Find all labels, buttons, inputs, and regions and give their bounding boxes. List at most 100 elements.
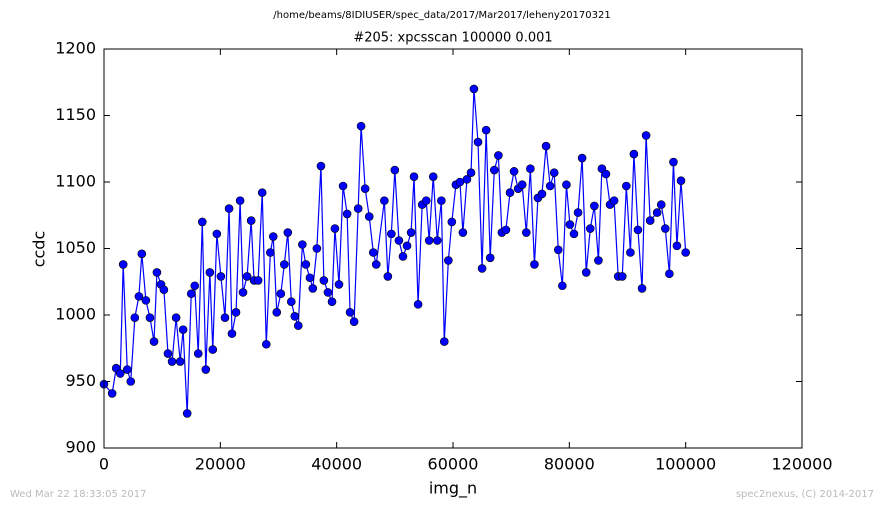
data-point [198, 217, 207, 227]
data-point [447, 217, 457, 227]
x-tick-label: 40000 [311, 455, 362, 474]
data-point [280, 260, 289, 269]
data-point [383, 272, 393, 281]
data-point [494, 151, 503, 160]
data-point [553, 245, 563, 255]
data-point [462, 175, 472, 184]
data-point [406, 228, 416, 237]
data-point [182, 409, 192, 418]
plot-frame [103, 48, 803, 449]
data-point [609, 196, 619, 205]
data-point [118, 260, 128, 269]
data-point [380, 196, 389, 205]
data-point [246, 216, 256, 225]
data-point [637, 284, 647, 293]
data-point [145, 313, 155, 322]
x-tick-label: 120000 [771, 455, 832, 474]
data-point [622, 181, 631, 191]
data-point [469, 84, 479, 94]
data-point [530, 260, 539, 269]
data-point [444, 256, 453, 265]
data-point [585, 224, 595, 233]
data-point [633, 225, 643, 235]
footer-date: Wed Mar 22 18:33:05 2017 [10, 489, 146, 500]
data-point [305, 273, 315, 283]
data-point [437, 196, 446, 205]
data-point [152, 268, 162, 277]
data-point [421, 196, 431, 205]
data-point [238, 288, 248, 297]
data-point [231, 308, 241, 317]
suptitle: /home/beams/8IDIUSER/spec_data/2017/Mar2… [273, 10, 610, 21]
x-tick-label: 0 [99, 455, 109, 474]
data-point [253, 276, 263, 285]
data-point [364, 212, 374, 221]
data-point [338, 181, 348, 191]
y-tick-label: 1150 [55, 105, 96, 124]
data-point [290, 312, 300, 321]
data-point [141, 296, 151, 305]
data-point [641, 131, 651, 140]
data-point [626, 248, 635, 257]
data-point [293, 321, 303, 330]
data-point [369, 248, 378, 257]
data-point [134, 292, 144, 301]
data-point [390, 165, 400, 175]
data-point [656, 200, 666, 209]
data-point [130, 313, 140, 322]
data-point [409, 172, 419, 181]
data-point [594, 256, 603, 265]
data-point [676, 176, 686, 185]
y-tick-label: 1200 [55, 39, 96, 58]
data-point [137, 249, 147, 259]
data-point [334, 280, 344, 289]
data-point [398, 252, 408, 261]
data-point [466, 168, 476, 177]
x-axis-label: img_n [429, 479, 477, 499]
data-point [590, 201, 599, 211]
data-point [186, 289, 196, 299]
data-point [458, 228, 468, 237]
data-point [193, 349, 203, 358]
data-point [316, 161, 326, 171]
data-point [573, 208, 583, 217]
data-point [319, 276, 329, 285]
data-point [526, 164, 535, 173]
y-tick-label: 1000 [55, 305, 96, 324]
data-point [402, 241, 412, 251]
data-point [268, 232, 278, 241]
data-point [126, 377, 136, 386]
data-point [216, 272, 226, 281]
data-point [220, 313, 230, 322]
data-point [617, 272, 627, 281]
y-tick-label: 900 [65, 438, 96, 457]
data-point [171, 313, 181, 322]
data-point [107, 389, 117, 398]
data-point [286, 297, 296, 307]
data-point [224, 204, 234, 213]
y-tick-label: 1100 [55, 172, 96, 191]
data-point [652, 208, 662, 217]
data-point [577, 153, 587, 163]
data-point [208, 345, 218, 354]
data-point [413, 300, 423, 309]
data-point [549, 168, 559, 177]
data-point [505, 188, 515, 197]
data-point [323, 288, 333, 297]
data-point [327, 297, 337, 307]
data-point [387, 229, 396, 239]
data-point [257, 188, 267, 197]
data-point [356, 121, 366, 131]
data-point [235, 196, 245, 205]
data-point [541, 141, 551, 151]
data-point [122, 365, 132, 374]
data-point [517, 180, 527, 189]
data-point [212, 229, 222, 239]
data-point [424, 236, 434, 245]
chart-title: #205: xpcsscan 100000 0.001 [353, 31, 552, 46]
data-point [272, 308, 282, 317]
data-point [298, 240, 307, 249]
data-point [489, 165, 499, 175]
